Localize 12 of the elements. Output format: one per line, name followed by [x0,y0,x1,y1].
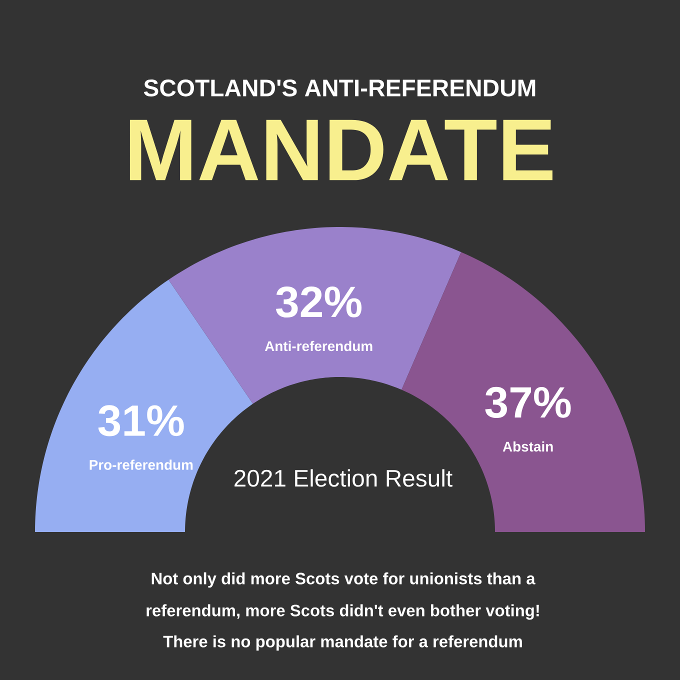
chart-subtitle: MANDATE [130,120,552,180]
text: referendum, more Scots didn't even bother voting! [146,604,539,620]
text: There is no popular mandate for a referendum [163,635,522,651]
text: Not only did more Scots vote for unionists than a [152,572,536,588]
chart-title: SCOTLAND'S ANTI-REFERENDUM [144,80,536,96]
data-label: 31% [98,405,184,436]
data-label: 37% [485,386,571,418]
slice-label: Abstain [502,441,553,452]
data-label: 32% [276,286,362,318]
text: 2021 Election Result [234,469,452,487]
slice-label: Anti-referendum [264,340,372,352]
slice-label: Pro-referendum [90,460,193,470]
